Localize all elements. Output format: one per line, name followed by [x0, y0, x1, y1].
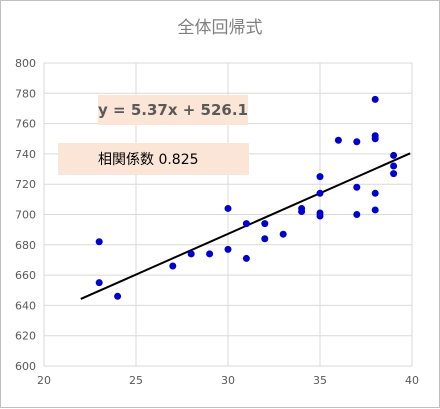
data-point-28 — [390, 151, 398, 159]
data-point-16 — [316, 189, 324, 197]
data-point-8 — [242, 220, 250, 228]
data-point-15 — [316, 173, 324, 181]
data-point-29 — [390, 162, 398, 170]
data-point-19 — [334, 136, 342, 144]
data-point-23 — [371, 95, 379, 103]
x-tick-35: 35 — [313, 374, 327, 387]
data-point-0 — [95, 238, 103, 246]
x-tick-30: 30 — [221, 374, 235, 387]
x-tick-labels: 20 25 30 35 40 — [37, 374, 419, 387]
data-point-27 — [371, 206, 379, 214]
y-tick-700: 700 — [15, 209, 36, 222]
data-points — [95, 95, 398, 300]
chart-title: 全体回帰式 — [178, 18, 263, 38]
y-tick-660: 660 — [15, 269, 36, 282]
data-point-26 — [371, 189, 379, 197]
data-point-4 — [187, 250, 195, 258]
data-point-25 — [371, 135, 379, 143]
y-tick-740: 740 — [15, 148, 36, 161]
grid-lines — [43, 62, 413, 367]
data-point-30 — [390, 170, 398, 178]
data-point-3 — [169, 262, 177, 270]
correlation-label: 相関係数 0.825 — [98, 152, 199, 168]
data-point-21 — [353, 183, 361, 191]
x-tick-20: 20 — [37, 374, 51, 387]
data-point-5 — [206, 250, 214, 258]
data-point-2 — [114, 292, 122, 300]
data-point-11 — [261, 235, 269, 243]
data-point-6 — [224, 204, 232, 212]
data-point-20 — [353, 138, 361, 146]
y-tick-680: 680 — [15, 239, 36, 252]
y-tick-720: 720 — [15, 178, 36, 191]
data-point-22 — [353, 211, 361, 218]
y-tick-600: 600 — [15, 360, 36, 373]
data-point-9 — [242, 254, 250, 262]
correlation-box — [58, 143, 249, 175]
y-tick-640: 640 — [15, 299, 36, 312]
data-point-18 — [316, 212, 324, 220]
data-point-12 — [279, 230, 287, 238]
data-point-10 — [261, 220, 269, 228]
y-tick-labels: 600 620 640 660 680 700 720 740 760 780 800 — [15, 57, 36, 373]
x-tick-40: 40 — [405, 374, 419, 387]
data-point-14 — [298, 207, 306, 215]
y-tick-620: 620 — [15, 330, 36, 343]
equation-box — [98, 95, 248, 125]
y-tick-760: 760 — [15, 118, 36, 131]
regression-equation: y = 5.37x + 526.1 — [98, 101, 248, 119]
x-tick-25: 25 — [129, 374, 143, 387]
data-point-7 — [224, 245, 232, 253]
data-point-1 — [95, 279, 103, 287]
y-tick-780: 780 — [15, 87, 36, 100]
y-tick-800: 800 — [15, 57, 36, 70]
